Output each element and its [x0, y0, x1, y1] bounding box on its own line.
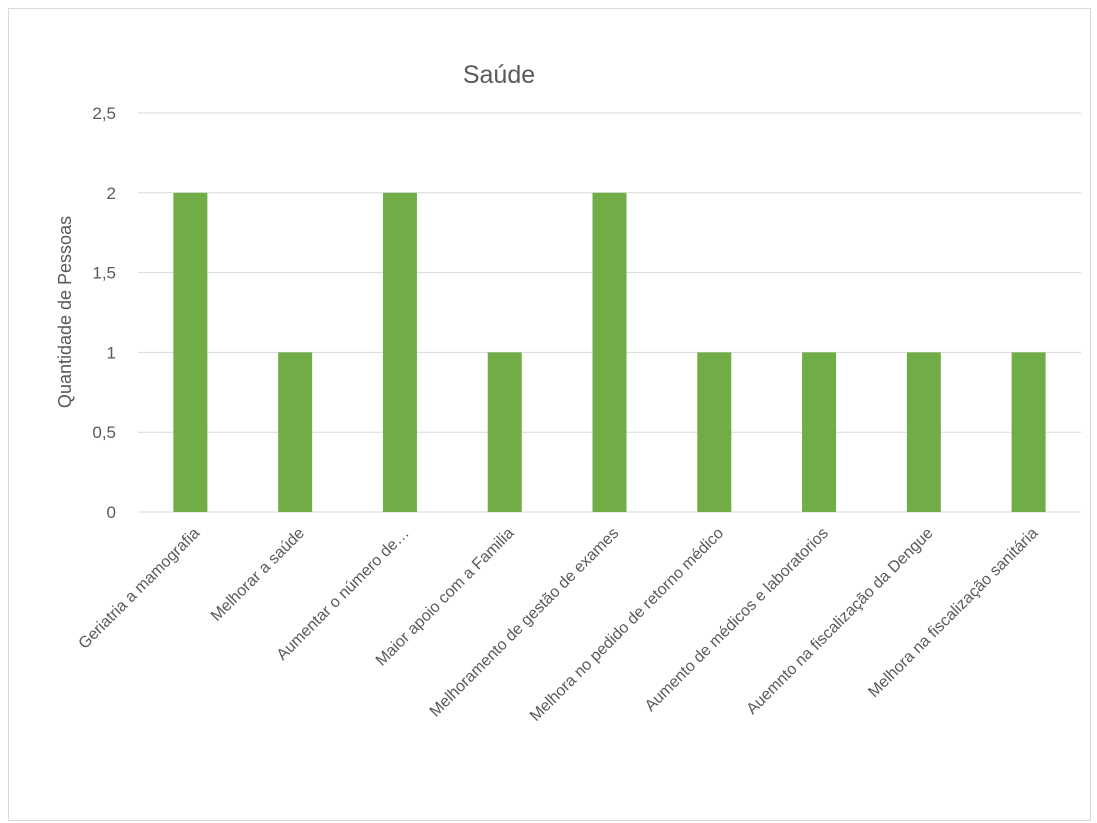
- bar: [173, 192, 208, 513]
- bars: [173, 192, 1046, 513]
- y-tick-label: 0,5: [92, 423, 116, 442]
- y-tick-label: 2: [107, 184, 116, 203]
- x-category-label: Melhoramento de gestão de exames: [427, 525, 623, 721]
- bar: [906, 352, 941, 512]
- x-category-label: Melhora na fiscalização sanitária: [865, 525, 1041, 701]
- bar: [382, 192, 417, 513]
- y-tick-label: 2,5: [92, 104, 116, 123]
- x-category-label: Melhora no pedido de retorno médico: [527, 525, 727, 725]
- x-category-label: Auemnto na fiscalização da Dengue: [744, 525, 937, 718]
- y-axis-ticks: 0 0,5 1 1,5 2 2,5: [92, 104, 116, 522]
- x-category-label: Geriatria a mamografia: [75, 525, 203, 653]
- bar: [592, 192, 627, 513]
- chart-title: Saúde: [463, 61, 535, 89]
- y-tick-label: 0: [107, 503, 116, 522]
- y-tick-label: 1,5: [92, 264, 116, 283]
- y-axis-title: Quantidade de Pessoas: [55, 216, 75, 408]
- bar: [697, 352, 732, 512]
- x-category-label: Aumento de médicos e laboratorios: [642, 525, 832, 715]
- bar: [802, 352, 837, 512]
- bar: [278, 352, 313, 512]
- y-tick-label: 1: [107, 343, 116, 362]
- x-axis-labels: Geriatria a mamografia Melhorar a saúde Au…: [75, 525, 1041, 725]
- bar: [1011, 352, 1046, 512]
- x-category-label: Melhorar a saúde: [208, 525, 308, 625]
- bar: [487, 352, 522, 512]
